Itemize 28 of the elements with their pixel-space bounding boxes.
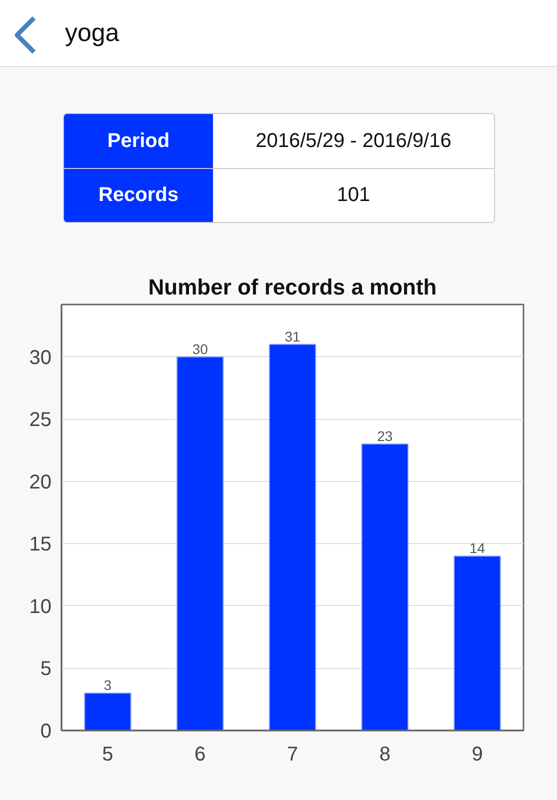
y-tick-label: 15 — [29, 534, 52, 556]
data-label: 31 — [284, 328, 300, 344]
chart-title: Number of records a month — [148, 274, 437, 300]
text: 2016/5/29 - 2016/9/16 — [213, 114, 494, 168]
y-tick-label: 10 — [29, 596, 52, 618]
x-tick-label: 9 — [472, 744, 483, 766]
y-tick-label: 20 — [29, 471, 52, 494]
bar — [84, 692, 132, 730]
text: Records — [64, 168, 213, 222]
bar — [454, 556, 501, 730]
y-tick-label: 30 — [29, 346, 52, 369]
bar — [268, 344, 316, 730]
data-label: 14 — [470, 540, 486, 556]
x-tick-label: 6 — [194, 744, 206, 766]
y-tick-label: 25 — [29, 409, 52, 432]
y-tick-label: 5 — [40, 658, 52, 680]
data-label: 30 — [192, 340, 208, 357]
text: Period — [64, 114, 213, 168]
data-label: 3 — [104, 677, 112, 694]
bar — [361, 444, 408, 730]
text: yoga — [65, 18, 120, 48]
x-tick-label: 7 — [286, 744, 298, 766]
x-tick-label: 5 — [102, 744, 114, 766]
x-tick-label: 8 — [379, 744, 390, 766]
text: 101 — [213, 168, 494, 222]
bar — [176, 356, 224, 730]
y-tick-label: 0 — [40, 720, 52, 742]
data-label: 23 — [377, 428, 393, 444]
